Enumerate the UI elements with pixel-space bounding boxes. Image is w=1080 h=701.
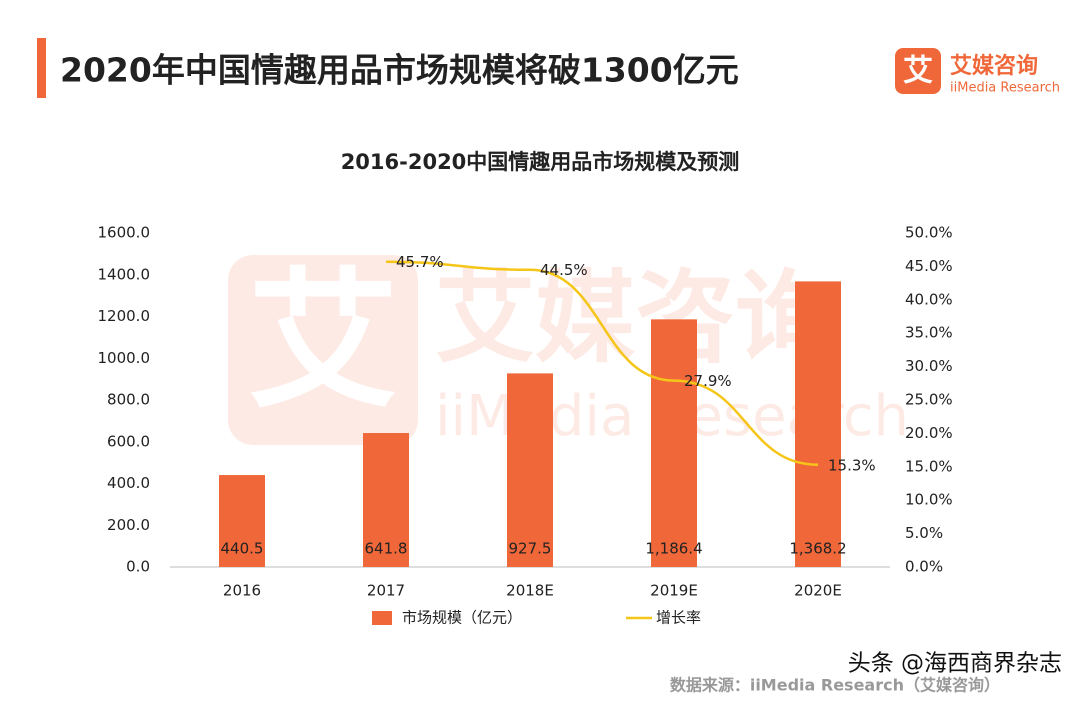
x-tick-label: 2016 — [223, 582, 261, 600]
bg-logo-name: 艾媒咨询 — [435, 259, 835, 376]
y-tick-label: 1200.0 — [98, 307, 151, 325]
line-value-label: 45.7% — [396, 253, 444, 271]
y2-tick-label: 50.0% — [905, 224, 953, 242]
source: 数据来源：iiMedia Research（艾媒咨询） — [670, 676, 1000, 695]
bar-value-label: 927.5 — [509, 540, 552, 558]
bar-value-label: 1,186.4 — [645, 540, 702, 558]
x-tick-label: 2020E — [794, 582, 842, 600]
bar-value-label: 1,368.2 — [789, 540, 846, 558]
line-value-label: 44.5% — [540, 261, 588, 279]
y2-tick-label: 10.0% — [905, 491, 953, 509]
y2-tick-label: 30.0% — [905, 357, 953, 375]
y-tick-label: 800.0 — [107, 391, 150, 409]
x-tick-label: 2017 — [367, 582, 405, 600]
logo-mark: 艾 — [903, 54, 933, 89]
y-tick-label: 1400.0 — [98, 265, 151, 283]
y2-tick-label: 5.0% — [905, 524, 943, 542]
bar-value-label: 440.5 — [221, 540, 264, 558]
legend-label: 市场规模（亿元） — [402, 609, 522, 627]
legend-label: 增长率 — [656, 609, 701, 627]
y2-tick-label: 20.0% — [905, 424, 953, 442]
chart-title: 2016-2020中国情趣用品市场规模及预测 — [341, 150, 740, 174]
line-value-label: 15.3% — [828, 456, 876, 474]
bar — [507, 373, 553, 567]
x-tick-label: 2018E — [506, 582, 554, 600]
logo-box — [895, 48, 941, 94]
bar — [651, 319, 697, 567]
bar — [795, 281, 841, 567]
bar — [219, 475, 265, 567]
y-tick-label: 1000.0 — [98, 349, 151, 367]
y2-tick-label: 15.0% — [905, 457, 953, 475]
title-accent — [37, 38, 46, 98]
page-title: 2020年中国情趣用品市场规模将破1300亿元 — [60, 51, 739, 90]
line — [385, 260, 819, 467]
bar — [363, 433, 409, 567]
y2-tick-label: 25.0% — [905, 391, 953, 409]
y-tick-label: 0.0 — [126, 558, 150, 576]
bg-logo-box — [228, 255, 418, 445]
logo-name: 艾媒咨询 — [950, 53, 1038, 79]
legend-swatch — [372, 611, 392, 625]
y-tick-label: 400.0 — [107, 474, 150, 492]
y2-tick-label: 45.0% — [905, 257, 953, 275]
watermark: 头条 @海西商界杂志 — [848, 651, 1062, 677]
bar-value-label: 641.8 — [365, 540, 408, 558]
y-tick-label: 1600.0 — [98, 224, 151, 242]
y-tick-label: 600.0 — [107, 432, 150, 450]
y2-tick-label: 35.0% — [905, 324, 953, 342]
bg-logo-mark: 艾 — [248, 255, 398, 429]
y2-tick-label: 0.0% — [905, 558, 943, 576]
logo-en: iiMedia Research — [950, 81, 1060, 96]
y2-tick-label: 40.0% — [905, 290, 953, 308]
y-tick-label: 200.0 — [107, 516, 150, 534]
line-value-label: 27.9% — [684, 372, 732, 390]
x-tick-label: 2019E — [650, 582, 698, 600]
